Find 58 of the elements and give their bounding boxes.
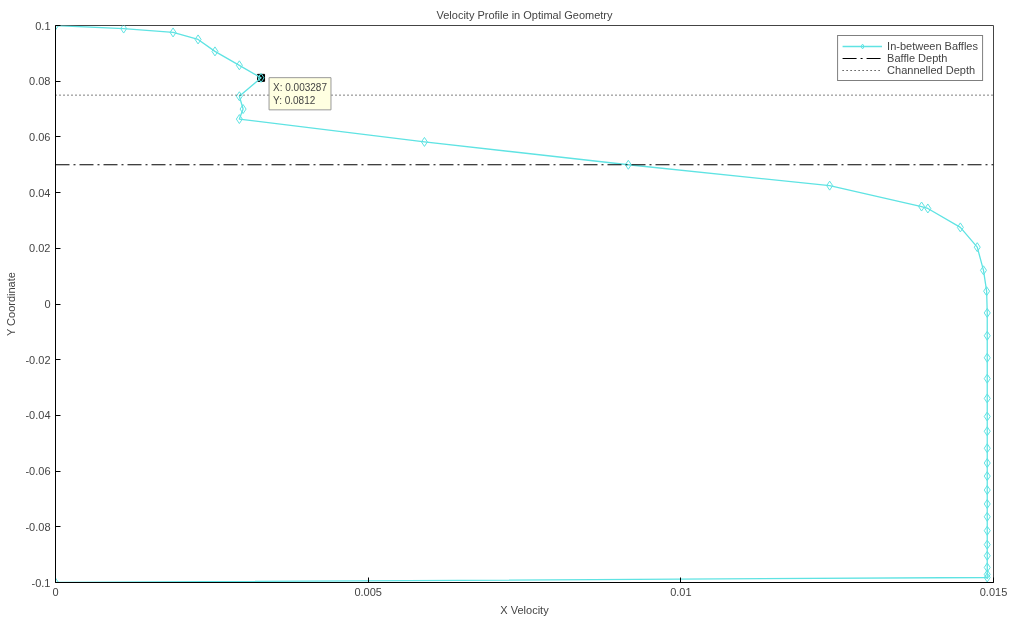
point (235, 91, 243, 102)
point (983, 393, 991, 404)
point (826, 180, 834, 191)
y-tick-label: -0.08 (25, 520, 51, 533)
point (979, 265, 987, 276)
point (120, 25, 128, 34)
point (983, 458, 991, 469)
legend-label: Channelled Depth (887, 64, 976, 76)
y-tick-label: -0.04 (25, 409, 51, 422)
x-tick-label: 0 (52, 585, 59, 598)
y-tick-label: 0.04 (29, 186, 51, 199)
y-tick-label: -0.06 (25, 465, 51, 478)
y-tick-label: 0.1 (35, 19, 51, 32)
point (239, 104, 247, 115)
point (235, 60, 243, 71)
point (956, 222, 964, 233)
point (983, 471, 991, 482)
point (194, 34, 202, 45)
point (983, 286, 991, 297)
x-axis-title: X Velocity (500, 603, 550, 616)
point (983, 352, 991, 363)
x-tick-label: 0.015 (979, 585, 1008, 598)
x-tick-label: 0.01 (670, 585, 692, 598)
point (983, 525, 991, 536)
y-tick-label: 0.08 (29, 75, 51, 88)
point (983, 330, 991, 341)
point (983, 569, 991, 580)
y-tick-label: 0.02 (29, 242, 51, 255)
point (983, 539, 991, 550)
point (983, 511, 991, 522)
point (973, 242, 981, 253)
point (983, 485, 991, 496)
x-tick-label: 0.005 (354, 585, 382, 598)
annotation: X: 0.003287 Y: 0.0812 (273, 81, 328, 106)
y-tick-label: -0.02 (25, 353, 51, 366)
legend-label: In-between Baffles (887, 40, 978, 52)
y-tick-label: 0.06 (29, 130, 51, 143)
point (924, 203, 932, 214)
y-tick-label: 0 (44, 298, 51, 310)
point (983, 426, 991, 437)
point (983, 443, 991, 454)
legend-label: Baffle Depth (887, 52, 948, 64)
chart-title: Velocity Profile in Optimal Geometry (436, 8, 614, 21)
point (983, 411, 991, 422)
point (983, 498, 991, 509)
point (420, 136, 428, 147)
point (918, 201, 926, 212)
point (983, 373, 991, 384)
point (983, 307, 991, 318)
y-tick-label: -0.1 (31, 576, 51, 589)
point (169, 27, 177, 38)
point (211, 46, 219, 57)
y-axis-title: Y Coordinate (5, 272, 18, 337)
point (983, 572, 991, 583)
point (624, 159, 632, 170)
point (983, 550, 991, 561)
point (235, 114, 243, 125)
point (983, 562, 991, 573)
